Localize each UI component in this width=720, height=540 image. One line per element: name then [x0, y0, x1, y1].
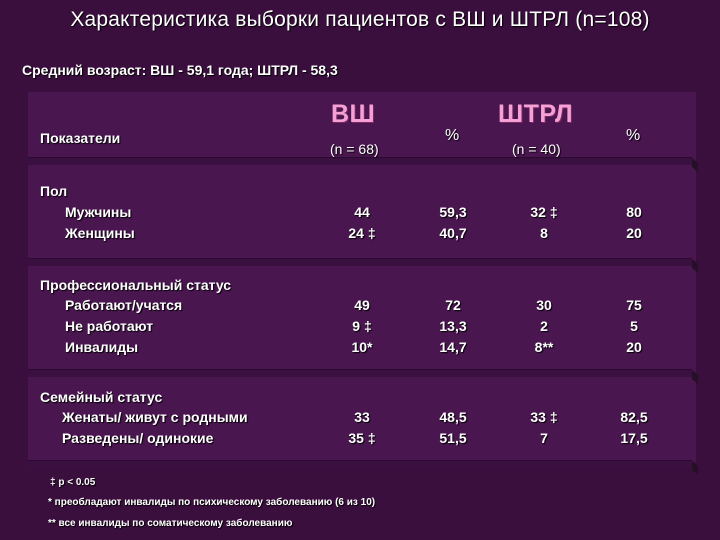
- row-label: Разведены/ одинокие: [62, 430, 214, 446]
- section-title-sex: Пол: [40, 183, 68, 199]
- slide-title: Характеристика выборки пациентов с ВШ и …: [70, 8, 650, 31]
- cell-shtrl-pct: 80: [626, 204, 642, 220]
- column-header-indicators: Показатели: [40, 130, 121, 146]
- row-label: Не работают: [65, 318, 154, 334]
- row-label: Женаты/ живут с родными: [62, 409, 248, 425]
- footnote-single-asterisk: * преобладают инвалиды по психическому з…: [48, 497, 376, 508]
- column-header-pct2: %: [626, 127, 641, 144]
- row-label: Работают/учатся: [65, 297, 183, 313]
- cell-vsh-pct: 14,7: [439, 339, 467, 355]
- cell-shtrl-count: 30: [536, 297, 552, 313]
- table-panel: [28, 92, 696, 462]
- footnote-double-asterisk: ** все инвалиды по соматическому заболев…: [48, 518, 293, 529]
- cell-vsh-count: 10*: [351, 339, 373, 355]
- cell-vsh-pct: 59,3: [439, 204, 467, 220]
- cell-shtrl-pct: 5: [630, 318, 638, 334]
- cell-vsh-count: 35 ‡: [348, 430, 376, 446]
- table-divider: [28, 369, 692, 377]
- table-divider: [28, 258, 692, 266]
- cell-shtrl-pct: 17,5: [620, 430, 648, 446]
- column-header-group1-n: (n = 68): [330, 141, 379, 157]
- cell-vsh-pct: 40,7: [439, 225, 467, 241]
- cell-shtrl-count: 8**: [534, 339, 554, 355]
- cell-vsh-pct: 51,5: [439, 430, 467, 446]
- cell-shtrl-pct: 20: [626, 225, 642, 241]
- cell-vsh-count: 49: [354, 297, 370, 313]
- cell-vsh-pct: 13,3: [439, 318, 467, 334]
- table-divider: [28, 460, 692, 468]
- row-label: Мужчины: [65, 204, 132, 220]
- slide-subtitle: Средний возраст: ВШ - 59,1 года; ШТРЛ - …: [22, 62, 338, 78]
- cell-vsh-pct: 72: [445, 297, 461, 313]
- cell-shtrl-count: 8: [540, 225, 548, 241]
- row-label: Женщины: [65, 225, 135, 241]
- cell-shtrl-count: 33 ‡: [530, 409, 558, 425]
- row-label: Инвалиды: [65, 339, 139, 355]
- table-divider: [28, 157, 692, 165]
- cell-shtrl-pct: 75: [626, 297, 642, 313]
- section-title-family: Семейный статус: [40, 389, 163, 405]
- cell-shtrl-count: 32 ‡: [530, 204, 558, 220]
- cell-shtrl-pct: 20: [626, 339, 642, 355]
- column-header-group2: ШТРЛ: [498, 100, 574, 128]
- cell-vsh-count: 44: [354, 204, 370, 220]
- column-header-group1: ВШ: [331, 100, 376, 128]
- column-header-pct1: %: [445, 127, 460, 144]
- cell-shtrl-count: 7: [540, 430, 548, 446]
- cell-vsh-pct: 48,5: [439, 409, 467, 425]
- section-title-employment: Профессиональный статус: [40, 277, 232, 293]
- footnote-significance: ‡ p < 0.05: [50, 477, 96, 488]
- cell-vsh-count: 9 ‡: [352, 318, 372, 334]
- column-header-group2-n: (n = 40): [512, 141, 561, 157]
- cell-vsh-count: 24 ‡: [348, 225, 376, 241]
- cell-shtrl-pct: 82,5: [620, 409, 648, 425]
- cell-vsh-count: 33: [354, 409, 370, 425]
- cell-shtrl-count: 2: [540, 318, 548, 334]
